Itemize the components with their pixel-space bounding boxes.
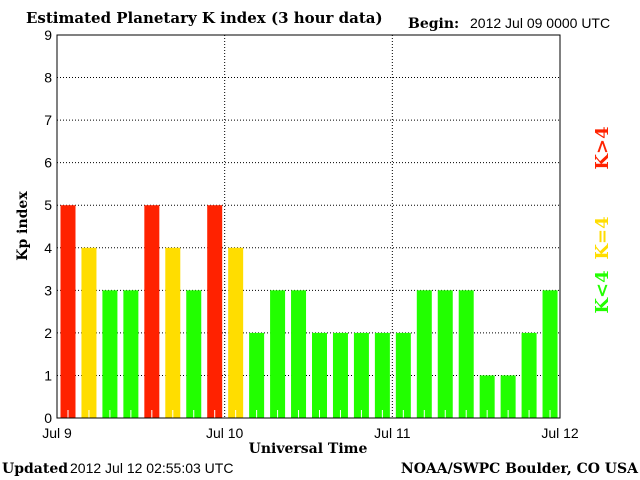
bar (165, 247, 181, 418)
y-axis-label: Kp index (15, 191, 31, 261)
y-tick-label: 2 (44, 325, 52, 341)
bar (228, 247, 244, 418)
source-credit: NOAA/SWPC Boulder, CO USA (401, 461, 639, 477)
x-axis-label: Universal Time (249, 441, 368, 457)
legend: K>4 K=4 K<4 (592, 126, 613, 313)
bar (479, 375, 495, 418)
x-tick-label: Jul 12 (541, 425, 579, 441)
bar (186, 290, 202, 418)
x-ticks: Jul 9 Jul 10 Jul 11 Jul 12 (42, 425, 579, 441)
chart-title: Estimated Planetary K index (3 hour data… (26, 9, 383, 27)
plot-frame (56, 34, 561, 419)
y-tick-label: 6 (44, 155, 52, 171)
y-ticks: 0 1 2 3 4 5 6 7 8 9 (44, 27, 52, 426)
bar (102, 290, 118, 418)
legend-entry: K>4 (592, 126, 613, 169)
x-tick-label: Jul 10 (206, 425, 244, 441)
bar (207, 205, 223, 418)
legend-entry: K<4 (592, 270, 613, 313)
y-tick-label: 0 (44, 410, 52, 426)
bar (500, 375, 516, 418)
bars (60, 205, 558, 418)
bar (249, 332, 265, 418)
bar (458, 290, 474, 418)
x-tick-label: Jul 11 (374, 425, 411, 441)
bar (144, 205, 160, 418)
y-tick-label: 1 (44, 367, 52, 383)
y-tick-label: 8 (44, 70, 52, 86)
bar (353, 332, 369, 418)
legend-entry: K=4 (592, 216, 613, 259)
begin-value: 2012 Jul 09 0000 UTC (470, 15, 610, 31)
y-tick-label: 4 (44, 240, 52, 256)
y-tick-label: 3 (44, 282, 52, 298)
bar (521, 332, 537, 418)
y-tick-label: 7 (44, 112, 52, 128)
updated-label: Updated (2, 461, 68, 477)
bar (312, 332, 327, 418)
x-tick-label: Jul 9 (42, 425, 72, 441)
y-tick-label: 5 (44, 197, 52, 213)
bar (60, 205, 76, 418)
bar (123, 290, 139, 418)
bar (437, 290, 453, 418)
bar (81, 247, 97, 418)
bar (332, 332, 348, 418)
updated-value: 2012 Jul 12 02:55:03 UTC (70, 460, 233, 476)
bar (542, 290, 558, 418)
bar (270, 290, 286, 418)
bar (291, 290, 307, 418)
bar (374, 332, 390, 418)
bar (416, 290, 432, 418)
grid (57, 35, 560, 418)
begin-label: Begin: (408, 16, 459, 32)
y-tick-label: 9 (44, 27, 52, 43)
bar (395, 332, 411, 418)
